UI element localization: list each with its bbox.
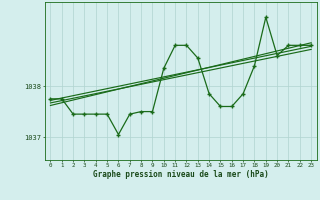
X-axis label: Graphe pression niveau de la mer (hPa): Graphe pression niveau de la mer (hPa) xyxy=(93,170,269,179)
